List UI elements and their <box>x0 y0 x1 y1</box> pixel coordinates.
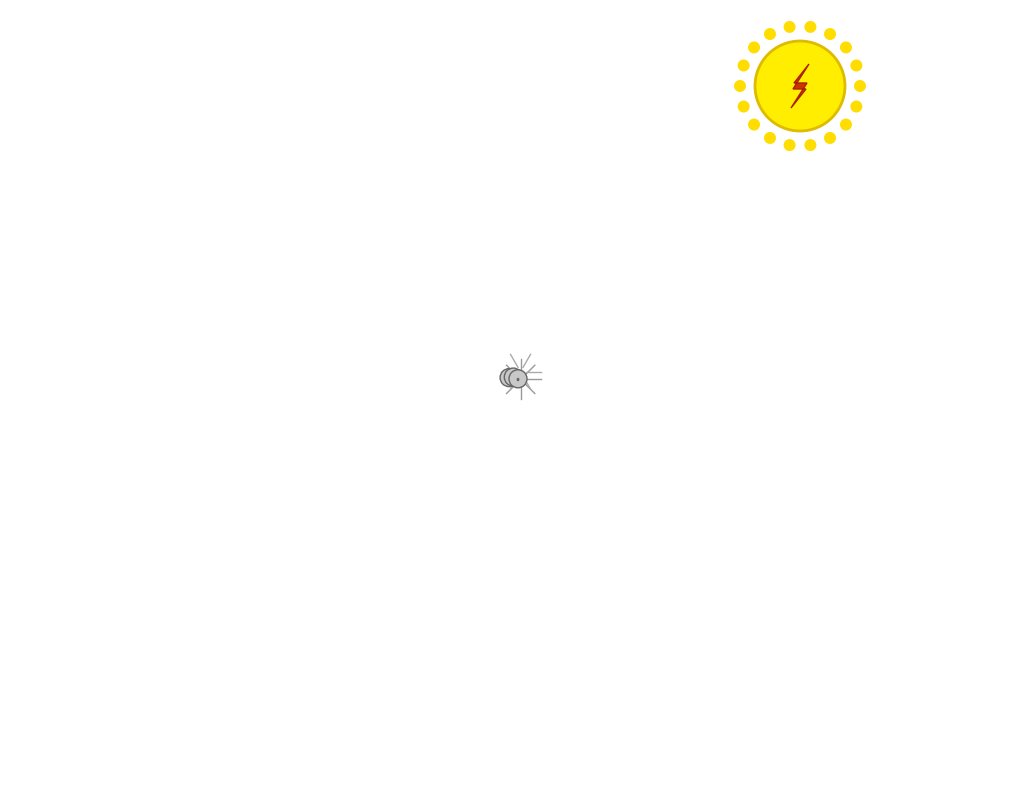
Circle shape <box>824 28 836 40</box>
Circle shape <box>850 101 862 113</box>
Circle shape <box>749 118 760 131</box>
Circle shape <box>805 21 816 33</box>
Circle shape <box>840 41 852 53</box>
Polygon shape <box>510 378 515 380</box>
Circle shape <box>755 41 845 131</box>
Circle shape <box>737 60 750 72</box>
Polygon shape <box>507 375 514 383</box>
Polygon shape <box>507 378 510 380</box>
Polygon shape <box>507 376 519 383</box>
Polygon shape <box>512 375 517 381</box>
Polygon shape <box>509 374 513 376</box>
Polygon shape <box>510 373 515 376</box>
Polygon shape <box>507 372 512 379</box>
Polygon shape <box>511 376 513 378</box>
Polygon shape <box>511 376 520 381</box>
Circle shape <box>509 370 527 388</box>
Circle shape <box>783 139 796 151</box>
Polygon shape <box>514 376 519 383</box>
Circle shape <box>764 28 776 40</box>
Circle shape <box>850 60 862 72</box>
Circle shape <box>783 21 796 33</box>
Circle shape <box>749 41 760 53</box>
Polygon shape <box>511 376 513 378</box>
Circle shape <box>854 80 866 92</box>
Polygon shape <box>507 378 509 379</box>
Polygon shape <box>516 374 519 380</box>
Polygon shape <box>509 372 515 375</box>
Polygon shape <box>515 375 519 380</box>
Circle shape <box>737 101 750 113</box>
Polygon shape <box>507 373 517 379</box>
Polygon shape <box>510 373 515 380</box>
Circle shape <box>840 118 852 131</box>
Polygon shape <box>519 380 520 382</box>
Circle shape <box>764 132 776 144</box>
Circle shape <box>504 368 522 386</box>
Circle shape <box>824 132 836 144</box>
Polygon shape <box>510 380 516 383</box>
Polygon shape <box>519 376 520 381</box>
Circle shape <box>734 80 746 92</box>
Polygon shape <box>791 64 809 108</box>
Circle shape <box>805 139 816 151</box>
Polygon shape <box>508 378 510 380</box>
Polygon shape <box>507 375 508 378</box>
Circle shape <box>500 368 518 387</box>
